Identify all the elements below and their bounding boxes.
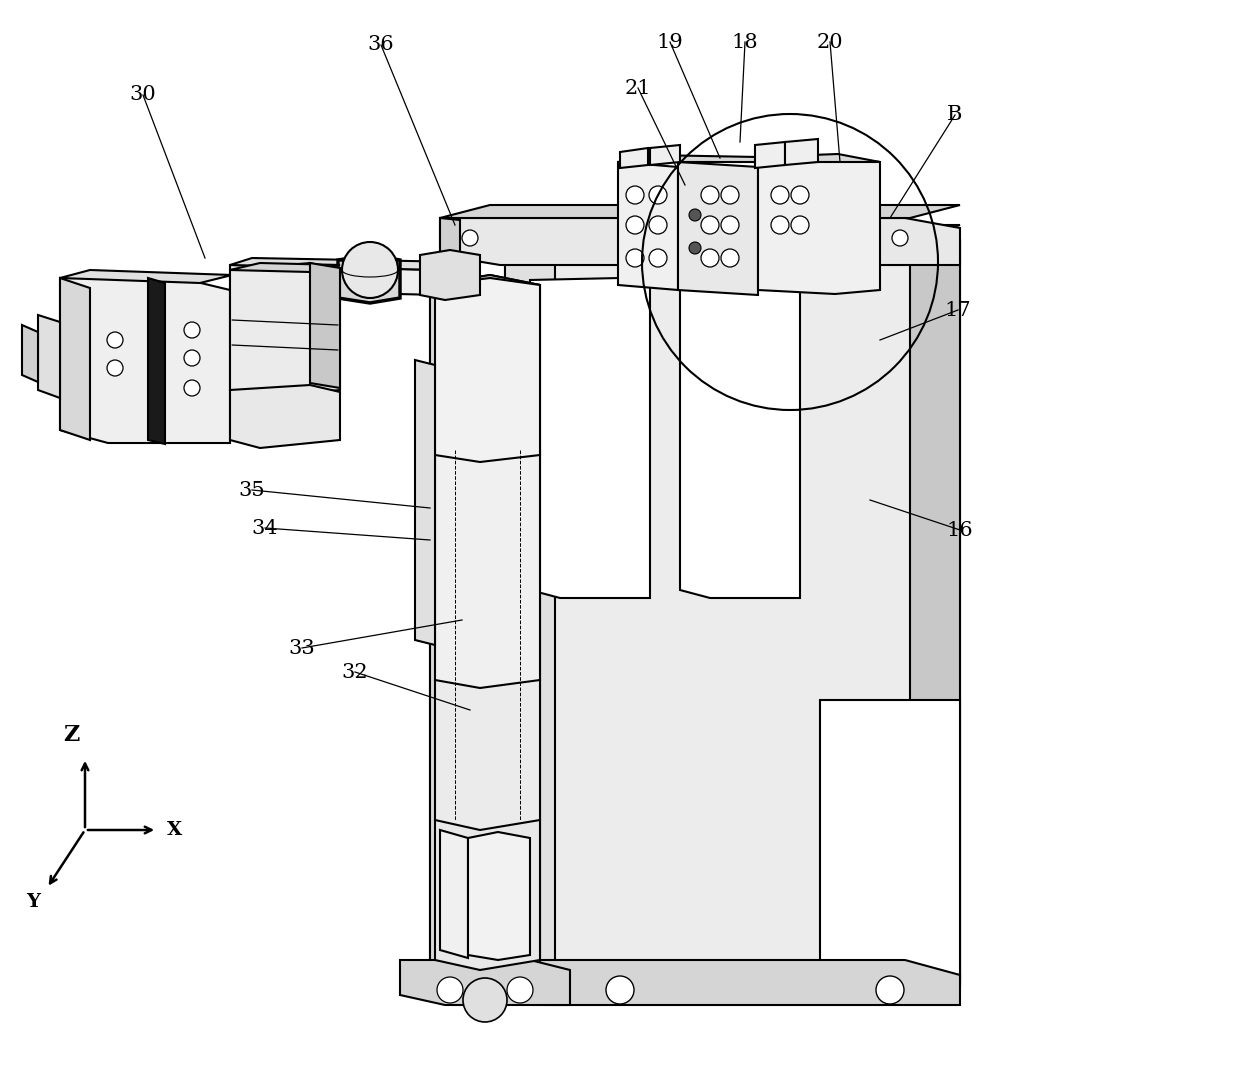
Polygon shape — [755, 142, 785, 168]
Polygon shape — [60, 270, 232, 283]
Polygon shape — [435, 442, 539, 688]
Polygon shape — [252, 352, 317, 370]
Polygon shape — [529, 278, 650, 598]
Polygon shape — [22, 325, 38, 382]
Polygon shape — [339, 255, 401, 265]
Polygon shape — [430, 285, 460, 993]
Polygon shape — [435, 671, 539, 830]
Text: Y: Y — [26, 893, 40, 911]
Polygon shape — [229, 265, 440, 295]
Polygon shape — [440, 218, 460, 262]
Polygon shape — [252, 337, 317, 355]
Circle shape — [771, 186, 789, 204]
Polygon shape — [252, 322, 317, 340]
Circle shape — [701, 186, 719, 204]
Polygon shape — [678, 162, 758, 295]
Polygon shape — [310, 263, 340, 388]
Circle shape — [626, 186, 644, 204]
Circle shape — [701, 249, 719, 268]
Polygon shape — [148, 278, 165, 444]
Polygon shape — [435, 278, 539, 462]
Circle shape — [463, 230, 477, 246]
Text: Z: Z — [63, 725, 79, 746]
Circle shape — [436, 977, 463, 1003]
Text: 35: 35 — [238, 481, 265, 499]
Polygon shape — [229, 263, 340, 397]
Polygon shape — [618, 162, 678, 290]
Text: 20: 20 — [817, 32, 843, 52]
Circle shape — [720, 249, 739, 268]
Circle shape — [463, 978, 507, 1022]
Circle shape — [107, 360, 123, 376]
Text: 33: 33 — [289, 639, 315, 657]
Polygon shape — [38, 315, 60, 397]
Circle shape — [606, 976, 634, 1004]
Circle shape — [689, 209, 701, 221]
Circle shape — [720, 216, 739, 234]
Circle shape — [184, 350, 200, 366]
Text: 36: 36 — [368, 36, 394, 54]
Circle shape — [507, 977, 533, 1003]
Circle shape — [689, 242, 701, 255]
Circle shape — [649, 186, 667, 204]
Text: 16: 16 — [946, 521, 973, 539]
Circle shape — [771, 216, 789, 234]
Polygon shape — [505, 225, 960, 240]
Circle shape — [649, 216, 667, 234]
Polygon shape — [820, 700, 960, 980]
Circle shape — [892, 230, 908, 246]
Polygon shape — [252, 367, 317, 384]
Text: 34: 34 — [252, 519, 278, 537]
Polygon shape — [505, 225, 960, 986]
Polygon shape — [60, 278, 91, 440]
Text: B: B — [947, 105, 962, 125]
Circle shape — [791, 186, 808, 204]
Text: 30: 30 — [130, 86, 156, 104]
Circle shape — [184, 322, 200, 338]
Text: X: X — [167, 821, 182, 839]
Polygon shape — [620, 148, 649, 168]
Text: 18: 18 — [732, 32, 759, 52]
Polygon shape — [401, 960, 570, 1005]
Circle shape — [184, 380, 200, 396]
Text: 19: 19 — [657, 32, 683, 52]
Circle shape — [649, 249, 667, 268]
Circle shape — [701, 216, 719, 234]
Polygon shape — [435, 812, 539, 970]
Text: 32: 32 — [342, 663, 368, 681]
Circle shape — [626, 216, 644, 234]
Text: 21: 21 — [625, 78, 651, 97]
Polygon shape — [430, 275, 539, 295]
Polygon shape — [60, 278, 229, 443]
Circle shape — [107, 332, 123, 348]
Polygon shape — [440, 205, 960, 218]
Polygon shape — [910, 225, 960, 986]
Polygon shape — [415, 360, 435, 645]
Text: 17: 17 — [945, 300, 971, 319]
Polygon shape — [650, 145, 680, 165]
Polygon shape — [440, 830, 467, 958]
Polygon shape — [229, 258, 463, 270]
Polygon shape — [339, 255, 401, 303]
Polygon shape — [430, 275, 539, 995]
Circle shape — [875, 976, 904, 1004]
Polygon shape — [467, 832, 529, 960]
Polygon shape — [490, 960, 960, 1005]
Polygon shape — [785, 139, 818, 165]
Polygon shape — [252, 306, 317, 325]
Circle shape — [342, 242, 398, 298]
Polygon shape — [440, 218, 960, 265]
Polygon shape — [618, 154, 880, 162]
Polygon shape — [229, 263, 340, 272]
Polygon shape — [505, 240, 556, 986]
Polygon shape — [420, 250, 480, 300]
Polygon shape — [758, 158, 880, 293]
Polygon shape — [680, 278, 800, 598]
Circle shape — [720, 186, 739, 204]
Polygon shape — [252, 382, 317, 400]
Circle shape — [626, 249, 644, 268]
Polygon shape — [229, 384, 340, 448]
Circle shape — [791, 216, 808, 234]
